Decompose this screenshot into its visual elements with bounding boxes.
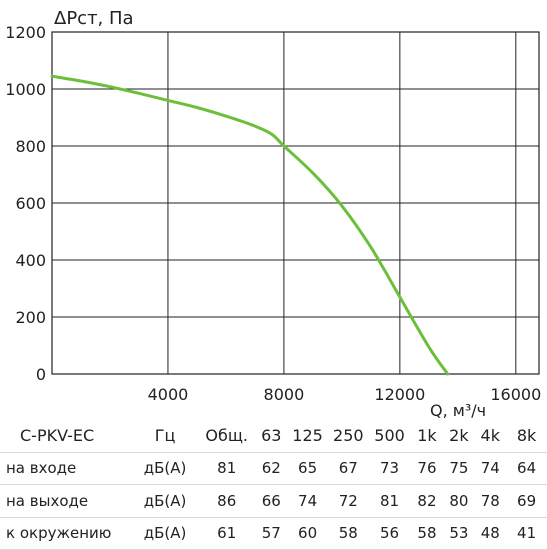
table-cell: 78 xyxy=(480,491,500,510)
table-cell: 8k xyxy=(516,426,537,446)
table-cell: 61 xyxy=(217,524,237,543)
table-cell: Общ. xyxy=(205,426,249,446)
table-cell: 53 xyxy=(449,524,469,543)
table-cell: 67 xyxy=(338,459,358,478)
table-cell: 250 xyxy=(333,426,364,446)
table-cell: 57 xyxy=(261,524,281,543)
table-row: на выходе дБ(А) 86 66 74 72 81 82 80 78 69 xyxy=(0,485,547,517)
table-cell: 41 xyxy=(517,524,537,543)
y-tick-label: 600 xyxy=(15,194,46,213)
table-cell: 1k xyxy=(417,426,437,446)
y-tick-label: 200 xyxy=(15,308,46,327)
table-cell: 64 xyxy=(517,459,537,478)
table-cell: 73 xyxy=(380,459,400,478)
y-axis-label: ΔPст, Па xyxy=(54,8,134,29)
x-tick-label: 8000 xyxy=(264,385,305,404)
table-cell: 74 xyxy=(298,491,318,510)
table-cell: 65 xyxy=(298,459,318,478)
table-cell: 69 xyxy=(517,491,537,510)
table-cell: 86 xyxy=(217,491,237,510)
table-cell: дБ(А) xyxy=(143,491,187,510)
grid xyxy=(51,31,540,375)
table-cell: 66 xyxy=(261,491,281,510)
y-tick-label: 1000 xyxy=(5,80,46,99)
y-tick-label: 800 xyxy=(15,137,46,156)
table-cell: 48 xyxy=(480,524,500,543)
tick-labels: 0 200 400 600 800 1000 1200 4000 8000 12000 16000 xyxy=(5,23,541,404)
table-cell: дБ(А) xyxy=(143,524,187,543)
table-cell: 80 xyxy=(449,491,469,510)
x-tick-label: 12000 xyxy=(374,385,425,404)
row-label: к окружению xyxy=(6,524,112,543)
y-tick-label: 1200 xyxy=(5,23,46,42)
table-cell: Гц xyxy=(154,426,176,446)
row-label: на входе xyxy=(6,459,77,478)
table-cell: 56 xyxy=(380,524,400,543)
table-cell: 75 xyxy=(449,459,469,478)
table-row: к окружению дБ(А) 61 57 60 58 56 58 53 48 41 xyxy=(0,517,547,550)
y-tick-label: 0 xyxy=(36,365,46,384)
table-cell: 60 xyxy=(298,524,318,543)
x-tick-label: 16000 xyxy=(490,385,541,404)
table-cell: 81 xyxy=(217,459,237,478)
noise-table: C-PKV-EC Гц Общ. 63 125 250 500 1k 2k 4k 8k на вход… xyxy=(0,420,547,550)
table-cell: 2k xyxy=(449,426,469,446)
table-cell: 125 xyxy=(292,426,323,446)
table-cell: 81 xyxy=(380,491,400,510)
x-tick-label: 4000 xyxy=(148,385,189,404)
y-tick-label: 400 xyxy=(15,251,46,270)
table-cell: 76 xyxy=(417,459,437,478)
table-cell: 58 xyxy=(338,524,358,543)
row-label: C-PKV-EC xyxy=(20,426,95,446)
table-cell: 58 xyxy=(417,524,437,543)
series-line xyxy=(50,74,450,376)
x-axis-label: Q, м³/ч xyxy=(430,401,486,420)
table-cell: 74 xyxy=(480,459,500,478)
table-cell: 72 xyxy=(338,491,358,510)
row-label: на выходе xyxy=(6,491,89,510)
table-cell: 62 xyxy=(261,459,281,478)
table-cell: 500 xyxy=(374,426,405,446)
table-cell: 63 xyxy=(261,426,282,446)
table-header-row: C-PKV-EC Гц Общ. 63 125 250 500 1k 2k 4k 8k xyxy=(0,420,547,452)
table-cell: 82 xyxy=(417,491,437,510)
table-row: на входе дБ(А) 81 62 65 67 73 76 75 74 64 xyxy=(0,452,547,485)
table-cell: 4k xyxy=(480,426,500,446)
table-cell: дБ(А) xyxy=(143,459,187,478)
